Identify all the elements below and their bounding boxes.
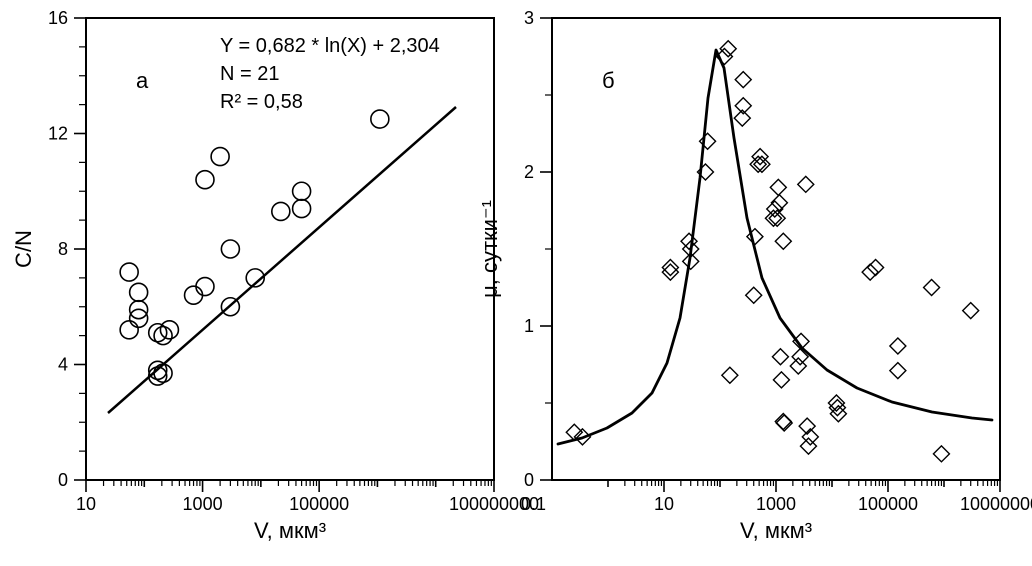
svg-text:0.1: 0.1 <box>521 494 546 514</box>
svg-text:10: 10 <box>76 494 96 514</box>
data-point <box>185 286 203 304</box>
data-point <box>746 287 762 303</box>
chart-svg: 1010001000001000000000481216V, мкм³C/NаY… <box>0 0 1032 566</box>
data-point <box>681 233 697 249</box>
data-point <box>293 182 311 200</box>
data-point <box>772 349 788 365</box>
svg-text:12: 12 <box>48 124 68 144</box>
svg-text:16: 16 <box>48 8 68 28</box>
svg-text:3: 3 <box>524 8 534 28</box>
data-point <box>773 372 789 388</box>
x-axis-label: V, мкм³ <box>254 518 326 543</box>
data-point <box>933 446 949 462</box>
data-point <box>221 240 239 258</box>
fit-curve <box>558 50 992 444</box>
svg-text:2: 2 <box>524 162 534 182</box>
data-point <box>196 278 214 296</box>
data-point <box>963 303 979 319</box>
data-point <box>120 321 138 339</box>
y-axis-label: μ, сутки⁻¹ <box>477 200 502 298</box>
svg-text:10: 10 <box>654 494 674 514</box>
data-point <box>662 259 678 275</box>
data-point <box>735 72 751 88</box>
data-point <box>293 200 311 218</box>
data-point <box>752 149 768 165</box>
data-point <box>371 110 389 128</box>
svg-text:1: 1 <box>524 316 534 336</box>
svg-text:0: 0 <box>524 470 534 490</box>
data-point <box>196 171 214 189</box>
data-point <box>720 41 736 57</box>
svg-text:4: 4 <box>58 355 68 375</box>
svg-text:100000: 100000 <box>858 494 918 514</box>
svg-text:100000: 100000 <box>289 494 349 514</box>
data-point <box>868 259 884 275</box>
fit-annotation: Y = 0,682 * ln(X) + 2,304 <box>220 35 440 57</box>
data-point <box>798 176 814 192</box>
data-point <box>722 367 738 383</box>
data-point <box>890 338 906 354</box>
data-point <box>272 202 290 220</box>
data-point <box>862 264 878 280</box>
x-axis-label: V, мкм³ <box>740 518 812 543</box>
data-point <box>662 264 678 280</box>
svg-text:1000: 1000 <box>756 494 796 514</box>
chart-canvas: 1010001000001000000000481216V, мкм³C/NаY… <box>0 0 1032 566</box>
panel-label: б <box>602 68 615 93</box>
data-point <box>154 364 172 382</box>
data-point <box>924 280 940 296</box>
fit-annotation: N = 21 <box>220 63 279 85</box>
data-point <box>770 179 786 195</box>
data-point <box>130 283 148 301</box>
data-point <box>211 148 229 166</box>
data-point <box>120 263 138 281</box>
svg-text:1000: 1000 <box>183 494 223 514</box>
svg-text:8: 8 <box>58 239 68 259</box>
y-axis-label: C/N <box>11 230 36 268</box>
data-point <box>890 363 906 379</box>
svg-text:0: 0 <box>58 470 68 490</box>
svg-text:10000000: 10000000 <box>960 494 1032 514</box>
panel-label: а <box>136 68 149 93</box>
data-point <box>775 233 791 249</box>
fit-annotation: R² = 0,58 <box>220 91 303 113</box>
